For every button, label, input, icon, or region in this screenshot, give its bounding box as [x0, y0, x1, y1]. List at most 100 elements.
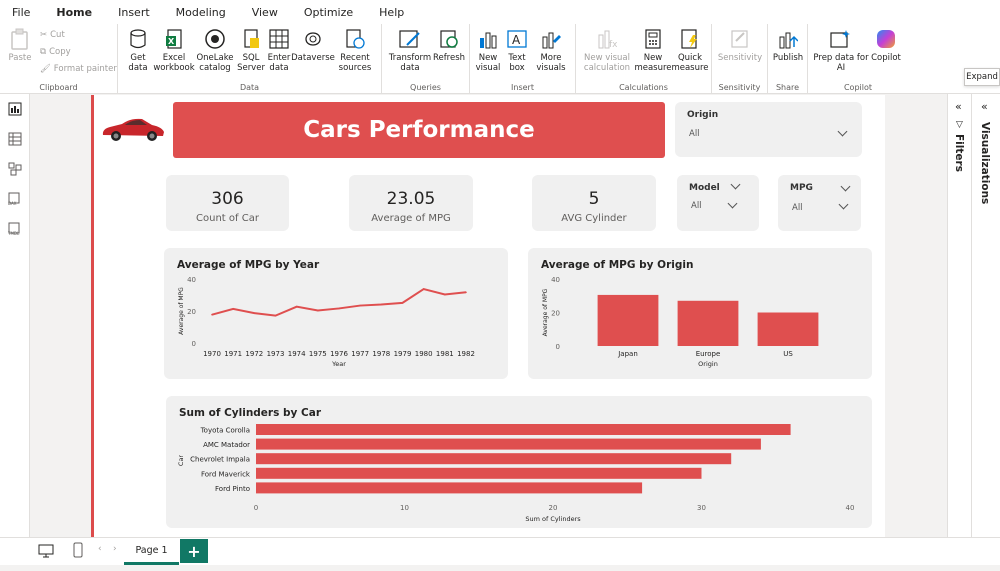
get-data-button[interactable]: Get data — [122, 28, 154, 73]
menu-modeling[interactable]: Modeling — [175, 5, 226, 19]
onelake-label-2: catalog — [199, 63, 231, 73]
x-tick-label: US — [783, 350, 793, 358]
dataverse-label: Dataverse — [291, 53, 335, 63]
add-page-button[interactable]: + — [180, 539, 208, 563]
origin-slicer[interactable]: Origin All — [675, 102, 862, 157]
chevron-down-icon[interactable] — [840, 181, 851, 192]
text-box-label-2: box — [509, 63, 525, 73]
cylinders-by-car-chart[interactable]: Sum of Cylinders by Car Toyota Corolla AM… — [166, 396, 872, 528]
visualizations-pane[interactable]: « Visualizations — [971, 94, 1000, 537]
menu-optimize[interactable]: Optimize — [303, 5, 354, 19]
report-view-button[interactable] — [0, 94, 30, 124]
x-tick-label: 1978 — [372, 350, 390, 358]
mobile-layout-icon[interactable] — [73, 542, 83, 558]
count-of-car-card[interactable]: 306 Count of Car — [166, 175, 289, 231]
svg-text:TMDL: TMDL — [7, 231, 20, 236]
new-visual-calculation-button[interactable]: fx New visual calculation — [578, 28, 636, 73]
cut-button[interactable]: ✂ Cut — [40, 30, 65, 40]
publish-button[interactable]: Publish — [770, 28, 806, 63]
menu-insert[interactable]: Insert — [118, 5, 150, 19]
chart-title: Sum of Cylinders by Car — [179, 407, 322, 419]
sql-icon — [240, 28, 262, 50]
dax-query-view-button[interactable]: DAX — [0, 184, 30, 214]
quick-measure-button[interactable]: Quick measure — [671, 28, 709, 73]
sql-server-button[interactable]: SQL Server — [236, 28, 266, 73]
paste-button[interactable]: Paste — [8, 28, 32, 63]
format-painter-button[interactable]: 🖌 Format painter — [40, 64, 117, 74]
chevron-down-icon[interactable] — [727, 198, 738, 209]
excel-workbook-button[interactable]: X Excel workbook — [153, 28, 195, 73]
model-view-button[interactable] — [0, 154, 30, 184]
onelake-label-1: OneLake — [196, 53, 234, 63]
onelake-catalog-button[interactable]: OneLake catalog — [194, 28, 236, 73]
visualizations-pane-title: Visualizations — [979, 122, 991, 205]
view-switcher: DAX TMDL — [0, 94, 30, 537]
x-tick-label: 1973 — [267, 350, 285, 358]
menu-home[interactable]: Home — [54, 3, 94, 26]
text-box-button[interactable]: A Text box — [504, 28, 530, 73]
kpi-label: AVG Cylinder — [561, 213, 627, 224]
model-slicer[interactable]: Model All — [677, 175, 759, 231]
quick-measure-label-2: measure — [671, 63, 709, 73]
kpi-label: Average of MPG — [371, 213, 451, 224]
model-slicer-value[interactable]: All — [691, 201, 702, 211]
chevron-down-icon[interactable] — [838, 199, 849, 210]
mpg-slicer[interactable]: MPG All — [778, 175, 861, 231]
dataverse-button[interactable]: Dataverse — [291, 28, 335, 63]
transform-label-2: data — [400, 63, 420, 73]
sensitivity-group: Sensitivity Sensitivity — [712, 24, 768, 94]
mpg-slicer-value[interactable]: All — [792, 203, 803, 213]
side-panes: « ▽ Filters « Visualizations — [947, 94, 1000, 537]
desktop-layout-icon[interactable] — [38, 544, 54, 558]
recent-sources-button[interactable]: Recent sources — [334, 28, 376, 73]
chevron-down-icon[interactable] — [837, 126, 848, 137]
sql-label-1: SQL — [242, 53, 260, 63]
next-page-icon[interactable]: › — [113, 544, 117, 554]
average-mpg-card[interactable]: 23.05 Average of MPG — [349, 175, 473, 231]
menu-view[interactable]: View — [251, 5, 278, 19]
collapse-chevron-icon[interactable]: « — [955, 100, 962, 113]
copy-button[interactable]: ⧉ Copy — [40, 47, 71, 57]
refresh-button[interactable]: Refresh — [432, 28, 466, 63]
data-point — [380, 303, 383, 306]
new-measure-label-2: measure — [634, 63, 672, 73]
mpg-by-origin-chart[interactable]: Average of MPG by Origin 40 20 0 Japan Europ… — [528, 248, 872, 379]
copy-label: Copy — [49, 47, 71, 57]
avg-cylinder-card[interactable]: 5 AVG Cylinder — [532, 175, 656, 231]
kpi-value: 23.05 — [386, 189, 436, 209]
transform-data-button[interactable]: Transform data — [386, 28, 434, 73]
prep-data-ai-button[interactable]: Prep data for AI — [812, 28, 870, 73]
mpg-by-year-chart[interactable]: Average of MPG by Year 40 20 0 1970 1971 1972… — [164, 248, 508, 379]
new-visual-button[interactable]: New visual — [474, 28, 502, 73]
x-tick-label: 1980 — [415, 350, 433, 358]
tmdl-view-button[interactable]: TMDL — [0, 214, 30, 244]
sensitivity-button[interactable]: Sensitivity — [716, 28, 764, 63]
new-measure-button[interactable]: New measure — [634, 28, 672, 73]
report-title: Cars Performance — [173, 102, 665, 158]
enter-data-button[interactable]: Enter data — [266, 28, 292, 73]
filters-pane[interactable]: « ▽ Filters — [947, 94, 971, 537]
copilot-button[interactable]: Copilot — [868, 28, 904, 63]
sensitivity-icon — [729, 28, 751, 50]
x-tick-label: 1977 — [351, 350, 369, 358]
tmdl-icon: TMDL — [7, 222, 20, 236]
origin-slicer-value[interactable]: All — [689, 129, 700, 139]
prev-page-icon[interactable]: ‹ — [98, 544, 102, 554]
format-painter-label: Format painter — [53, 64, 117, 74]
data-point — [232, 308, 234, 310]
paste-icon — [9, 28, 31, 50]
expand-chevron-icon[interactable]: « — [981, 100, 988, 113]
chevron-down-icon[interactable] — [730, 179, 741, 190]
recent-sources-icon — [344, 28, 366, 50]
menu-file[interactable]: File — [12, 5, 31, 19]
more-visuals-button[interactable]: More visuals — [532, 28, 570, 73]
table-view-button[interactable] — [0, 124, 30, 154]
new-measure-label-1: New — [643, 53, 663, 63]
menu-help[interactable]: Help — [379, 5, 405, 19]
accent-bar — [91, 95, 94, 537]
text-box-icon: A — [506, 28, 528, 50]
expand-tooltip: Expand — [964, 68, 1000, 86]
page-tab[interactable]: Page 1 — [124, 538, 179, 565]
x-tick-label: 1975 — [309, 350, 327, 358]
